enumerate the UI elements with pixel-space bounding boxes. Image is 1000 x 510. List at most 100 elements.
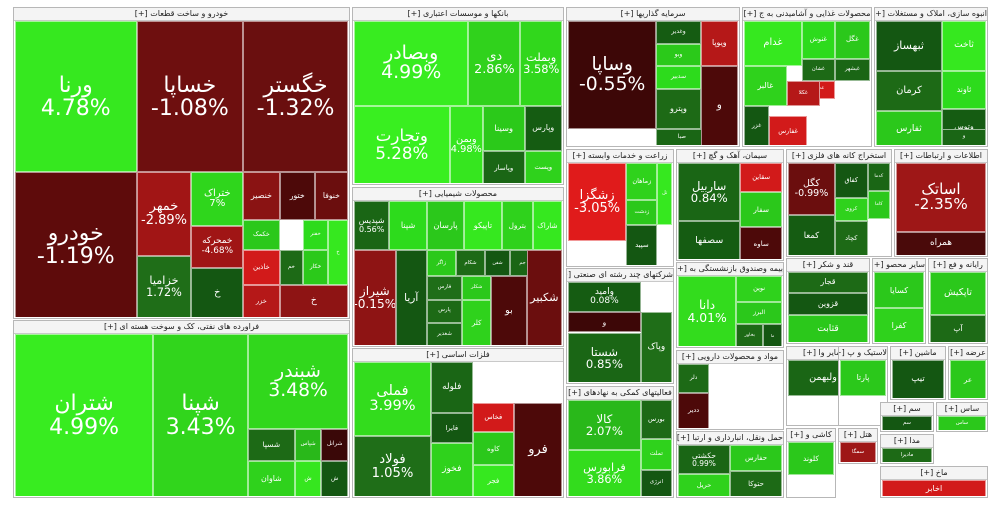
stock-tile[interactable]: کروی [834, 198, 868, 221]
sector-title[interactable]: اطلاعات و ارتباطات [+] [895, 150, 987, 163]
sector-title[interactable]: زراعت و خدمات وابسته [+] [567, 150, 673, 163]
stock-tile[interactable]: دلر [678, 364, 710, 393]
stock-tile[interactable]: شکبیر [526, 250, 562, 345]
sector-title[interactable]: انبوه سازی، املاک و مستغلات [+] [875, 8, 987, 21]
stock-tile[interactable]: قزوین [788, 293, 868, 315]
stock-tile[interactable]: فخاس [472, 402, 515, 433]
sector-title[interactable]: ماخ [+] [881, 467, 987, 480]
stock-tile[interactable]: البرز [736, 301, 782, 325]
stock-tile[interactable]: زاگر [426, 250, 456, 277]
stock-tile[interactable]: خکار [303, 249, 328, 286]
stock-tile[interactable]: وغدیر [656, 21, 701, 44]
stock-tile[interactable]: قثابت [788, 314, 868, 342]
stock-tile[interactable]: تملت [640, 438, 672, 470]
stock-tile[interactable]: فخوز [430, 443, 473, 496]
stock-tile[interactable]: شکام [455, 250, 486, 277]
stock-tile[interactable]: کلوند [788, 442, 834, 475]
stock-tile[interactable]: تاپیکو [464, 201, 502, 251]
stock-tile[interactable]: کمعا [788, 215, 835, 255]
stock-tile[interactable]: بو [491, 276, 527, 345]
stock-tile[interactable]: ش [294, 461, 322, 496]
stock-tile[interactable]: وساپا -0.55% [568, 21, 657, 129]
stock-tile[interactable]: خم [279, 249, 304, 286]
stock-tile[interactable]: قجار [788, 272, 868, 294]
stock-tile[interactable]: حفارس [730, 445, 782, 471]
sector-title[interactable]: عرضه [+] [949, 347, 987, 360]
stock-tile[interactable]: ختور [279, 172, 315, 220]
sector-title[interactable]: مدا [+] [881, 435, 933, 448]
sector-title[interactable]: محصولات شیمیایی [+] [353, 188, 563, 201]
stock-tile[interactable]: شاوان [248, 461, 295, 496]
stock-tile[interactable]: شپاس [294, 428, 322, 462]
stock-tile[interactable]: حکشتی 0.99% [678, 445, 730, 475]
stock-tile[interactable]: کچاد [834, 220, 868, 255]
stock-tile[interactable]: شپدیس 0.56% [354, 201, 390, 251]
sector-title[interactable]: استخراج کانه های فلزی [+] [787, 150, 891, 163]
stock-tile[interactable]: و [568, 312, 641, 333]
stock-tile[interactable]: سمگا [840, 442, 876, 462]
stock-tile[interactable]: وپارس [524, 105, 562, 152]
stock-tile[interactable]: سم [882, 416, 932, 430]
stock-tile[interactable]: و [942, 128, 986, 145]
stock-tile[interactable]: شتران 4.99% [15, 334, 154, 496]
sector-title[interactable]: هتل [+] [839, 429, 877, 442]
stock-tile[interactable]: خزامیا 1.72% [136, 255, 192, 317]
stock-tile[interactable]: وپترو [656, 88, 701, 129]
stock-tile[interactable]: خزر [243, 285, 280, 317]
stock-tile[interactable]: وبمن 4.98% [449, 105, 483, 183]
stock-tile[interactable]: غنوش [801, 21, 835, 59]
stock-tile[interactable]: حتوکا [730, 471, 782, 496]
stock-tile[interactable]: فلوله [430, 362, 473, 414]
stock-tile[interactable]: کسایا [874, 272, 924, 308]
stock-tile[interactable]: شکلر [462, 276, 492, 300]
stock-tile[interactable]: غالبر [744, 66, 787, 106]
stock-tile[interactable]: تاپکیش [930, 272, 986, 315]
stock-tile[interactable]: خکمک [243, 219, 280, 250]
stock-tile[interactable]: سصفها [678, 221, 741, 259]
stock-tile[interactable]: خاذین [243, 249, 280, 286]
sector-title[interactable]: فراورده های نفتی، کک و سوخت هسته ای [+] [14, 321, 349, 334]
stock-tile[interactable]: سدبیر [656, 66, 701, 89]
stock-tile[interactable]: کگل -0.99% [788, 163, 835, 216]
stock-tile[interactable]: سفار [740, 192, 782, 227]
stock-tile[interactable]: پارتا [840, 360, 886, 396]
stock-tile[interactable]: بخاور [736, 324, 764, 346]
sector-title[interactable]: لاستیک و پ [+] [839, 347, 887, 360]
stock-tile[interactable]: شستا 0.85% [568, 332, 641, 382]
stock-tile[interactable]: وپاسار [482, 151, 525, 183]
sector-title[interactable]: محصولات غذایی و آشامیدنی به ج [+] [743, 8, 871, 21]
sector-title[interactable]: بیمه وصندوق بازنشستگی به [+] [677, 263, 783, 276]
stock-tile[interactable]: خمحرکه -4.68% [191, 225, 244, 268]
stock-tile[interactable]: اساتک -2.35% [896, 163, 986, 232]
stock-tile[interactable]: فجر [472, 464, 515, 496]
stock-tile[interactable]: خ [279, 285, 348, 317]
stock-tile[interactable]: ویوپا [700, 21, 738, 66]
stock-tile[interactable]: کاوه [472, 432, 515, 465]
stock-tile[interactable]: شفن [485, 250, 510, 277]
stock-tile[interactable]: خساپا -1.08% [136, 21, 244, 173]
sector-title[interactable]: قند و شکر [+] [787, 259, 869, 272]
stock-tile[interactable]: خفنر [303, 219, 328, 250]
stock-tile[interactable]: حریل [678, 474, 730, 496]
sector-title[interactable]: خودرو و ساخت قطعات [+] [14, 8, 349, 21]
stock-tile[interactable]: وتجارت 5.28% [354, 105, 450, 183]
stock-tile[interactable]: بترول [501, 201, 533, 251]
stock-tile[interactable]: وبملت 3.58% [520, 21, 562, 106]
stock-tile[interactable]: آپ [930, 314, 986, 342]
stock-tile[interactable]: کفرا [874, 307, 924, 342]
stock-tile[interactable]: ما [763, 324, 782, 346]
sector-title[interactable]: سیمان، آهک و گچ [+] [677, 150, 783, 163]
stock-tile[interactable]: مادیرا [882, 448, 932, 462]
stock-tile[interactable]: فارس [426, 276, 463, 300]
stock-tile[interactable]: دانا 4.01% [678, 276, 737, 346]
stock-tile[interactable]: کفاق [834, 163, 868, 199]
stock-tile[interactable]: فرو [514, 402, 562, 496]
sector-title[interactable]: بانکها و موسسات اعتباری [+] [353, 8, 563, 21]
sector-title[interactable]: مواد و محصولات دارویی [+] [677, 351, 783, 364]
stock-tile[interactable]: پارسان [426, 201, 465, 251]
stock-tile[interactable]: خنصیر [243, 172, 280, 220]
stock-tile[interactable]: اخابر [882, 480, 986, 496]
stock-tile[interactable]: زماهان [626, 163, 658, 201]
stock-tile[interactable]: آریا [395, 250, 427, 345]
stock-tile[interactable]: همراه [896, 231, 986, 255]
